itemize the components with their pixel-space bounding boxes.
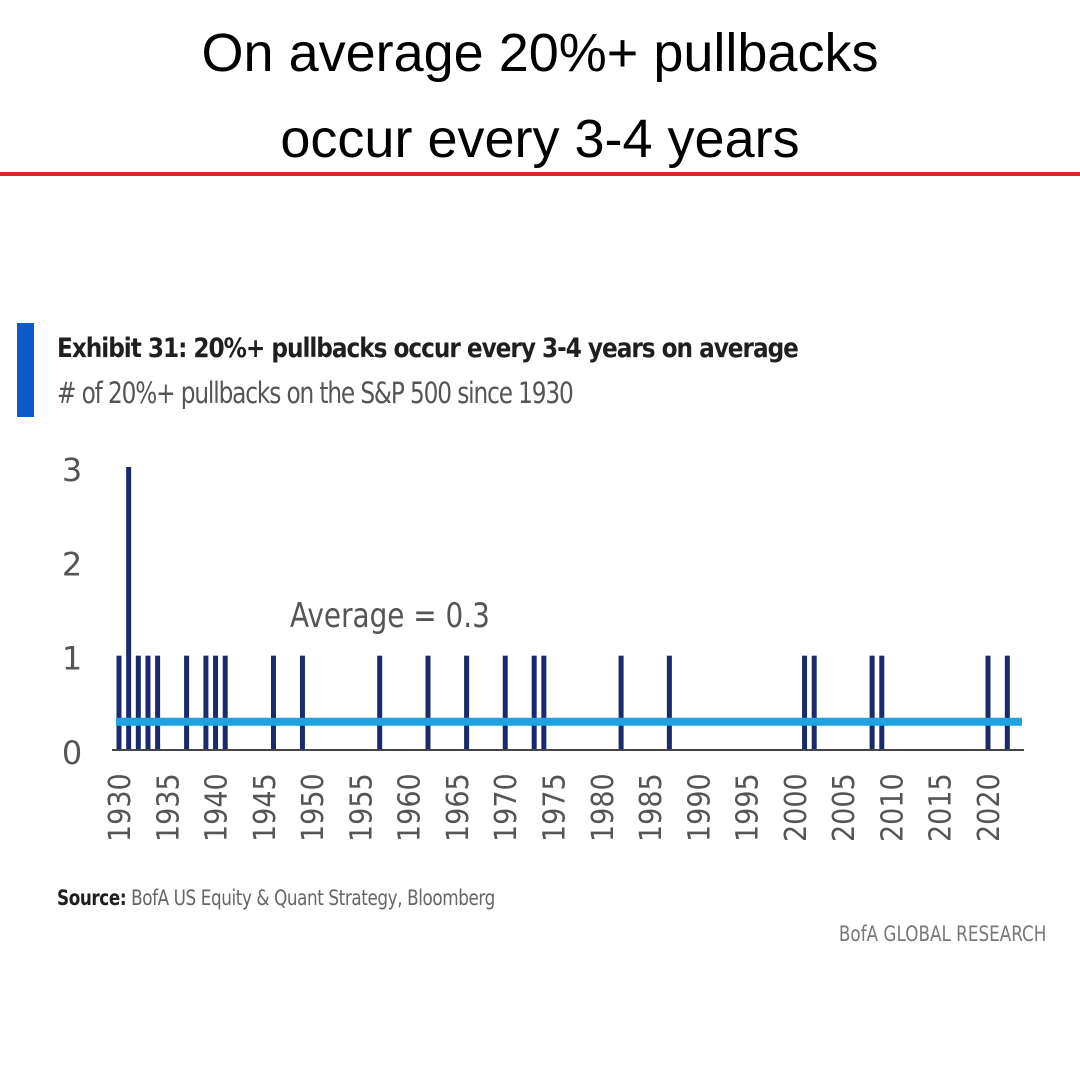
x-tick-label: 2010 bbox=[875, 773, 910, 842]
x-tick-label: 2015 bbox=[923, 773, 958, 842]
bar-1933 bbox=[145, 655, 151, 750]
x-tick-label: 2020 bbox=[972, 773, 1007, 842]
bars bbox=[116, 467, 1010, 750]
bar-1940 bbox=[213, 655, 219, 750]
bar-1941 bbox=[222, 655, 228, 750]
bar-2001 bbox=[802, 655, 808, 750]
bar-1970 bbox=[502, 655, 508, 750]
bar-1973 bbox=[531, 655, 537, 750]
exhibit-subtitle: # of 20%+ pullbacks on the S&P 500 since… bbox=[57, 376, 574, 410]
brand-label: BofA GLOBAL RESEARCH bbox=[838, 922, 1046, 946]
x-tick-label: 1935 bbox=[151, 773, 186, 842]
x-tick-label: 2005 bbox=[827, 773, 862, 842]
bar-1937 bbox=[184, 655, 190, 750]
bar-1962 bbox=[425, 655, 431, 750]
headline-line-1: On average 20%+ pullbacks bbox=[201, 23, 879, 83]
y-tick-label: 0 bbox=[62, 734, 82, 772]
bar-1987 bbox=[666, 655, 672, 750]
bar-1932 bbox=[135, 655, 141, 750]
headline: On average 20%+ pullbacks occur every 3-… bbox=[0, 10, 1080, 182]
bar-2022 bbox=[1004, 655, 1010, 750]
bar-1931 bbox=[126, 467, 132, 750]
bar-1982 bbox=[618, 655, 624, 750]
x-tick-label: 1980 bbox=[585, 773, 620, 842]
x-tick-label: 1965 bbox=[441, 773, 476, 842]
bar-2002 bbox=[811, 655, 817, 750]
bar-1966 bbox=[464, 655, 470, 750]
x-tick-label: 1950 bbox=[296, 773, 331, 842]
y-tick-label: 2 bbox=[62, 545, 82, 583]
bar-1946 bbox=[270, 655, 276, 750]
source-text: BofA US Equity & Quant Strategy, Bloombe… bbox=[131, 886, 495, 910]
exhibit-accent-bar bbox=[17, 323, 34, 417]
headline-divider bbox=[0, 172, 1080, 176]
x-tick-label: 1970 bbox=[489, 773, 524, 842]
bar-1939 bbox=[203, 655, 209, 750]
y-axis-ticks: 0 1 2 3 bbox=[62, 451, 82, 772]
source-label: Source: bbox=[57, 886, 127, 910]
y-tick-label: 1 bbox=[62, 640, 82, 678]
average-label: Average = 0.3 bbox=[290, 596, 490, 635]
x-tick-label: 1955 bbox=[344, 773, 379, 842]
x-tick-label: 1990 bbox=[682, 773, 717, 842]
source-note: Source: BofA US Equity & Quant Strategy,… bbox=[57, 886, 495, 910]
x-tick-label: 1975 bbox=[537, 773, 572, 842]
headline-line-2: occur every 3-4 years bbox=[280, 109, 800, 169]
bar-2008 bbox=[869, 655, 875, 750]
bar-2020 bbox=[985, 655, 991, 750]
bar-1949 bbox=[299, 655, 305, 750]
x-tick-label: 1930 bbox=[103, 773, 138, 842]
x-tick-label: 2000 bbox=[779, 773, 814, 842]
bar-2009 bbox=[879, 655, 885, 750]
y-tick-label: 3 bbox=[62, 451, 82, 489]
x-tick-label: 1995 bbox=[730, 773, 765, 842]
x-tick-label: 1985 bbox=[634, 773, 669, 842]
bar-1930 bbox=[116, 655, 122, 750]
exhibit-title: Exhibit 31: 20%+ pullbacks occur every 3… bbox=[57, 333, 799, 364]
x-tick-label: 1960 bbox=[392, 773, 427, 842]
x-tick-label: 1945 bbox=[248, 773, 283, 842]
x-axis-ticks: 1930 1935 1940 1945 1950 1955 1960 1965 1970 1975… bbox=[103, 773, 1007, 842]
bar-1957 bbox=[377, 655, 383, 750]
bar-1974 bbox=[541, 655, 547, 750]
bar-1934 bbox=[155, 655, 161, 750]
x-tick-label: 1940 bbox=[199, 773, 234, 842]
